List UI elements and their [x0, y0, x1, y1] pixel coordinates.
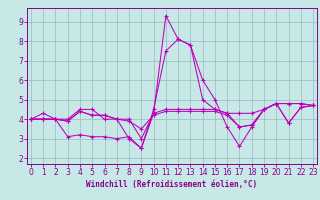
X-axis label: Windchill (Refroidissement éolien,°C): Windchill (Refroidissement éolien,°C)	[86, 180, 258, 189]
